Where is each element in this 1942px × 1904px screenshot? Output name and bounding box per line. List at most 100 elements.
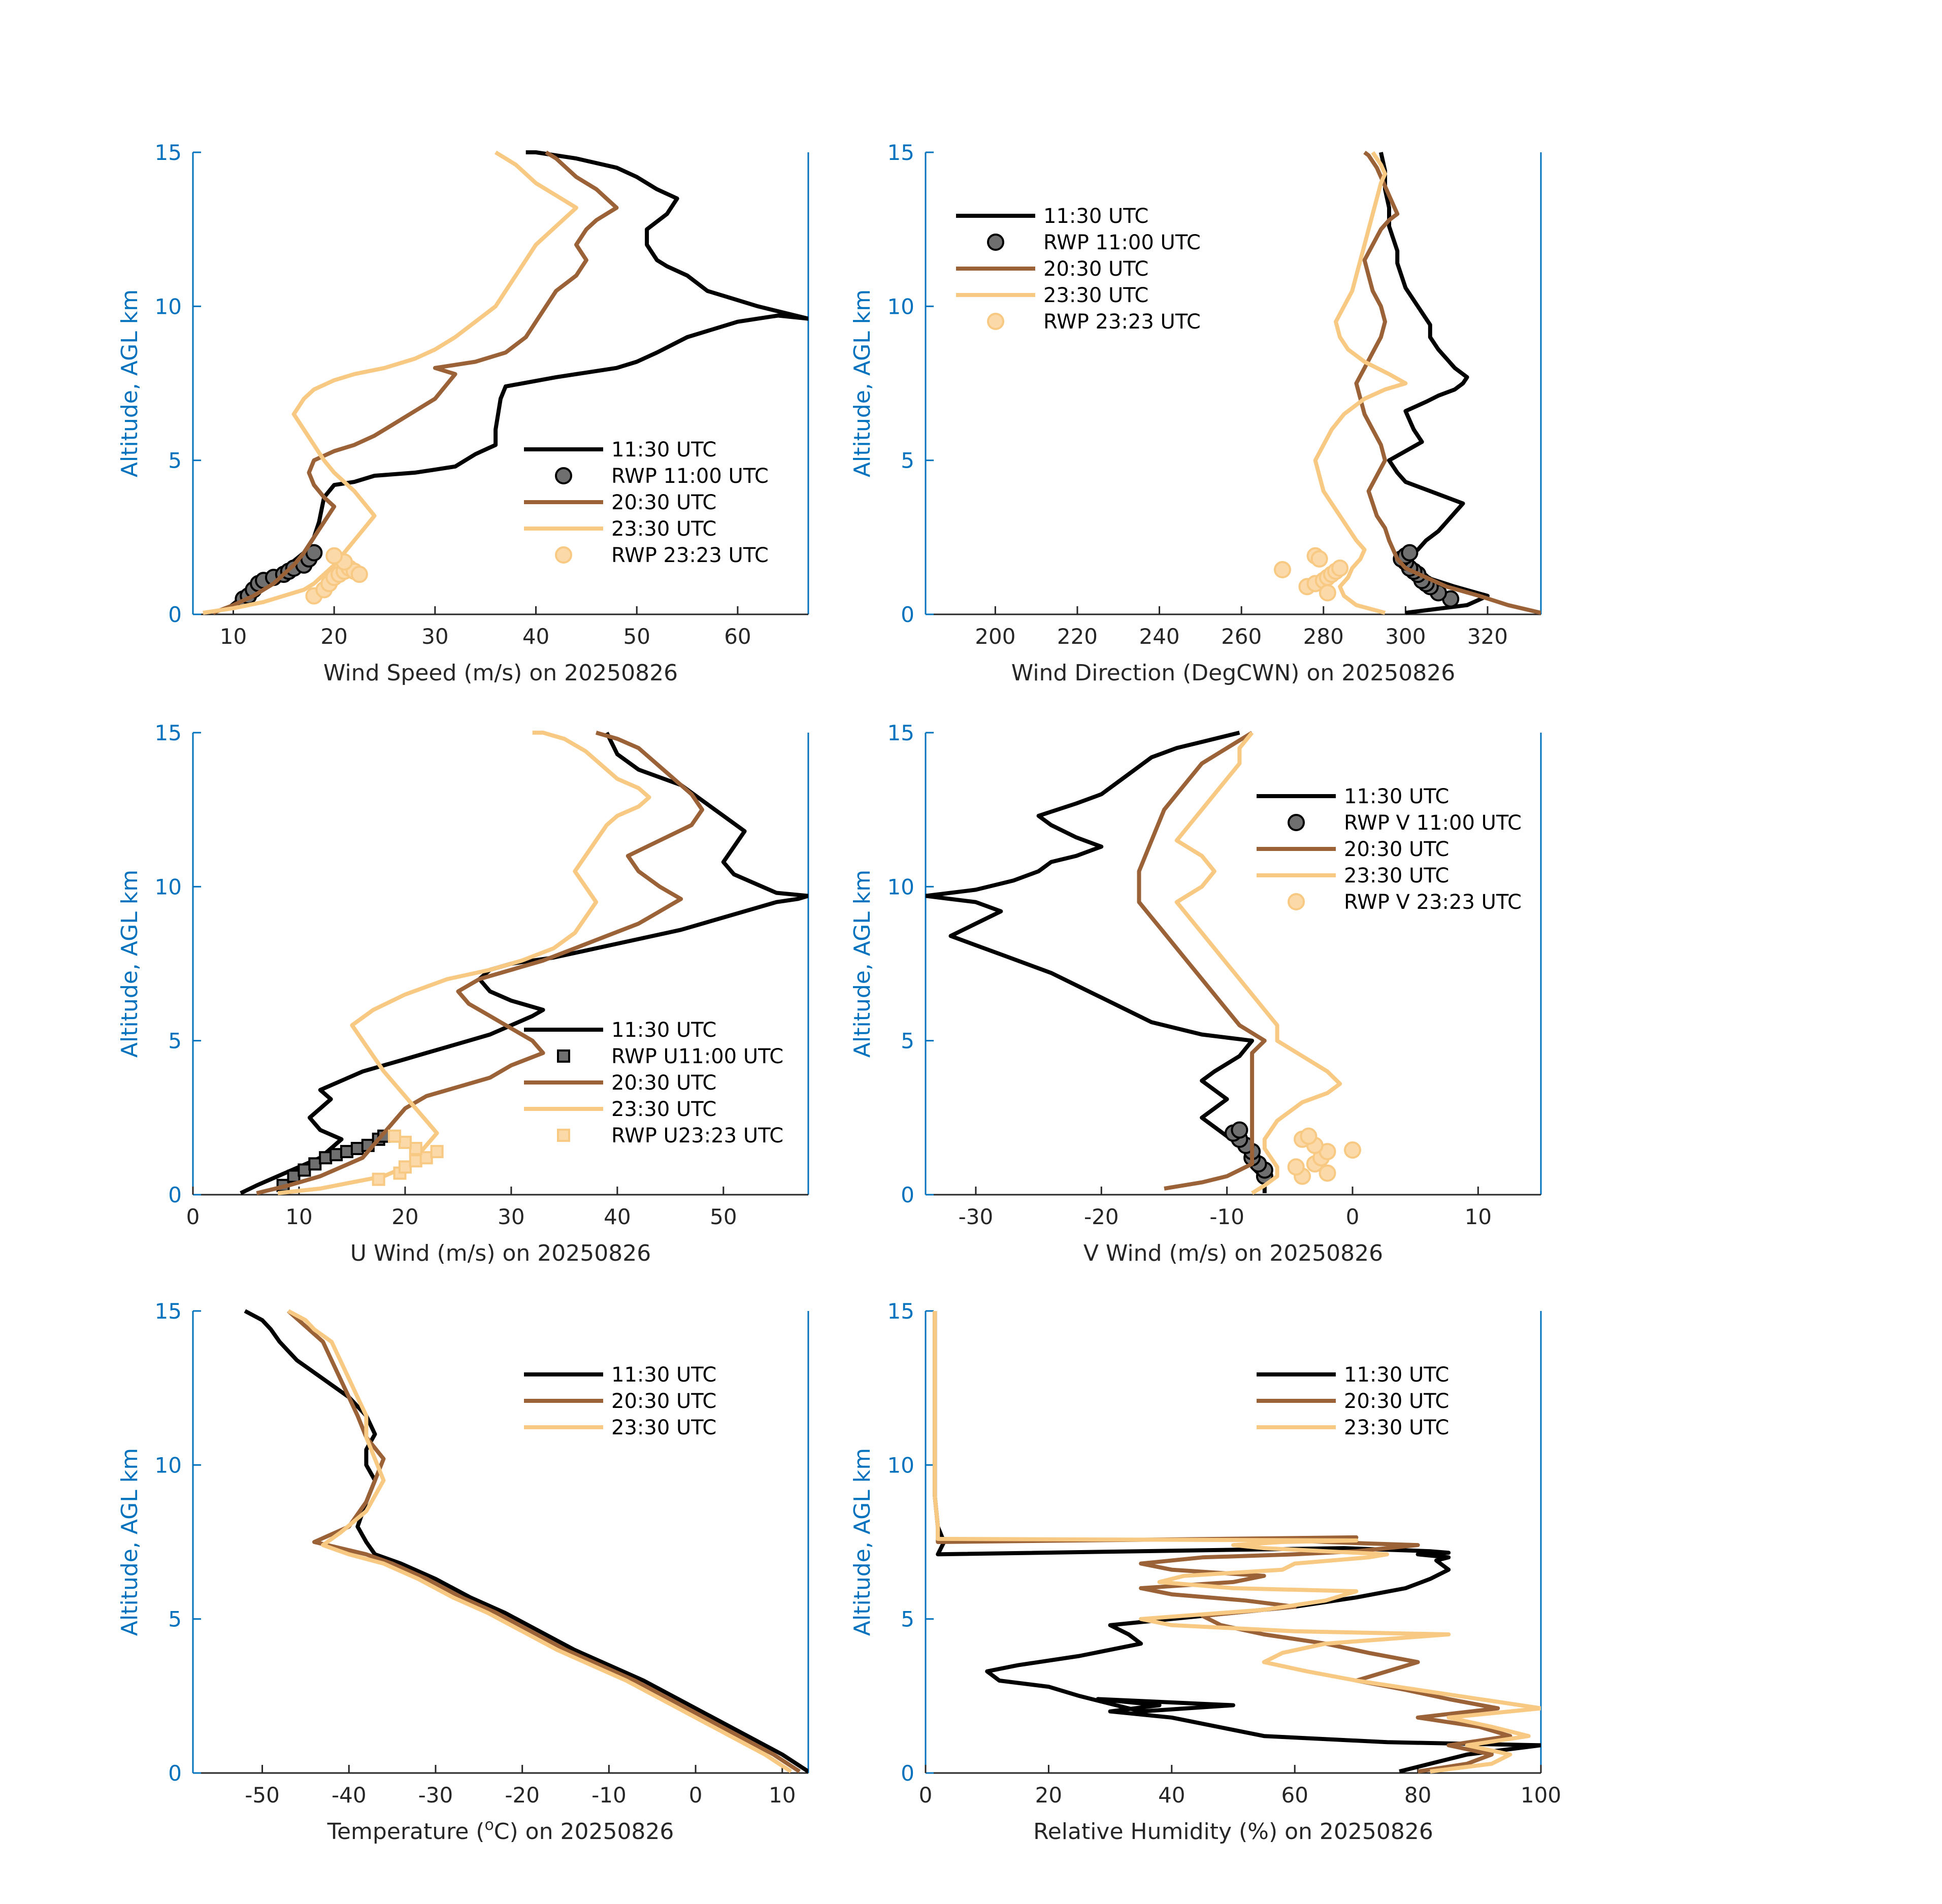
series-line (287, 1309, 801, 1774)
y-axis-label: Altitude, AGL km (849, 289, 875, 477)
y-tick-label: 5 (168, 448, 182, 473)
legend: 11:30 UTC 20:30 UTC 23:30 UTC (1257, 1363, 1449, 1439)
y-tick-label: 10 (155, 1453, 182, 1478)
series-line (1354, 150, 1541, 615)
series-line (1174, 731, 1342, 1195)
legend-label: 23:30 UTC (1344, 864, 1449, 888)
panel-rh: 0 5 10 15 0 20 40 60 80 100 Relative Humidity (%) … (849, 1299, 1561, 1845)
legend-label: RWP 23:23 UTC (611, 544, 769, 567)
data-point (340, 1145, 353, 1159)
legend-label: 20:30 UTC (611, 491, 716, 514)
data-point (330, 1148, 343, 1162)
data-point (1319, 1164, 1336, 1182)
panel-direction: 0 5 10 15 200 220 240 260 280 300 320 Wind Directio… (849, 140, 1542, 686)
legend-label: 11:30 UTC (1043, 205, 1148, 228)
legend-marker (557, 1129, 570, 1142)
legend-label: 11:30 UTC (1344, 785, 1449, 808)
series-line (277, 731, 651, 1195)
x-tick-label: -50 (245, 1783, 280, 1808)
x-axis-label: Wind Direction (DegCWN) on 20250826 (1011, 660, 1455, 686)
legend-marker (555, 467, 572, 484)
x-tick-label: 20 (320, 624, 347, 649)
data-point (325, 547, 343, 565)
x-tick-label: -20 (1084, 1204, 1119, 1229)
series-line (287, 1309, 793, 1774)
x-tick-label: 10 (769, 1783, 796, 1808)
series-group (244, 1309, 808, 1774)
y-tick-label: 5 (901, 1607, 914, 1632)
x-axis-label: V Wind (m/s) on 20250826 (1083, 1240, 1383, 1266)
y-axis-label: Altitude, AGL km (849, 870, 875, 1058)
x-tick-label: 20 (1035, 1783, 1062, 1808)
legend-label: RWP V 23:23 UTC (1344, 891, 1522, 914)
legend-label: 23:30 UTC (611, 1098, 716, 1121)
x-axis-label: U Wind (m/s) on 20250826 (350, 1240, 651, 1266)
legend-label: RWP 11:00 UTC (611, 465, 769, 488)
data-point (398, 1135, 412, 1149)
legend-label: 11:30 UTC (611, 438, 716, 462)
data-point (372, 1172, 385, 1186)
x-axis-label: Temperature (oC) on 20250826 (327, 1816, 674, 1845)
legend: 11:30 UTC RWP 11:00 UTC 20:30 UTC 23:30 UTC… (956, 205, 1201, 334)
series-group (203, 150, 808, 615)
y-tick-label: 10 (887, 294, 914, 319)
x-axis-label: Wind Speed (m/s) on 20250826 (323, 660, 678, 686)
y-tick-label: 15 (155, 140, 182, 165)
series-line (240, 732, 808, 1195)
data-point (409, 1142, 422, 1155)
y-tick-label: 5 (168, 1029, 182, 1054)
legend-label: RWP U23:23 UTC (611, 1124, 783, 1147)
legend-label: 23:30 UTC (611, 1416, 716, 1439)
series-line (212, 150, 619, 615)
y-tick-label: 5 (901, 1029, 914, 1054)
x-tick-label: 50 (710, 1204, 737, 1229)
series-group (240, 731, 808, 1195)
x-tick-label: 0 (1346, 1204, 1360, 1229)
data-point (430, 1145, 444, 1159)
series-group (1273, 150, 1541, 615)
x-tick-label: 220 (1057, 624, 1098, 649)
data-point (319, 1151, 333, 1165)
y-tick-label: 5 (168, 1607, 182, 1632)
data-point (308, 1157, 322, 1171)
panel-vwind: 0 5 10 15 -30 -20 -10 0 10 V Wind (m/s) on 202508… (849, 720, 1542, 1266)
y-tick-label: 10 (155, 874, 182, 899)
x-tick-label: 10 (220, 624, 247, 649)
legend-label: 11:30 UTC (1344, 1363, 1449, 1387)
legend-label: 20:30 UTC (1344, 1390, 1449, 1413)
legend: 11:30 UTC 20:30 UTC 23:30 UTC (524, 1363, 716, 1439)
y-tick-label: 15 (155, 720, 182, 745)
x-tick-label: 60 (724, 624, 751, 649)
y-tick-label: 15 (155, 1299, 182, 1324)
legend-marker (987, 313, 1004, 330)
data-point (388, 1129, 402, 1143)
x-tick-label: 100 (1521, 1783, 1561, 1808)
x-tick-label: 40 (1158, 1783, 1185, 1808)
panel-temperature: 0 5 10 15 -50 -40 -30 -20 -10 0 10 Temperature (oC)… (117, 1299, 809, 1845)
series-line (926, 731, 1267, 1193)
data-point (1331, 560, 1349, 577)
x-tick-label: -40 (332, 1783, 367, 1808)
y-axis-label: Altitude, AGL km (117, 289, 143, 477)
x-tick-label: 240 (1139, 624, 1179, 649)
x-tick-label: -10 (1209, 1204, 1244, 1229)
x-tick-label: 10 (1465, 1204, 1492, 1229)
y-tick-label: 0 (901, 1183, 914, 1207)
data-point (287, 1169, 301, 1183)
legend-label: 20:30 UTC (611, 1390, 716, 1413)
x-tick-label: 80 (1404, 1783, 1431, 1808)
data-point (419, 1151, 433, 1165)
series-line (1137, 731, 1267, 1191)
legend-label: RWP 11:00 UTC (1043, 231, 1201, 254)
legend-label: 20:30 UTC (611, 1071, 716, 1095)
data-point (350, 1142, 364, 1155)
x-tick-label: 30 (421, 624, 448, 649)
series-line (1313, 151, 1408, 615)
panel-uwind: 0 5 10 15 0 10 20 30 40 50 U Wind (m/s) on 2025082… (117, 720, 809, 1266)
legend-label: 11:30 UTC (611, 1019, 716, 1042)
data-point (1401, 544, 1419, 562)
y-tick-label: 10 (887, 1453, 914, 1478)
y-tick-label: 15 (887, 140, 914, 165)
